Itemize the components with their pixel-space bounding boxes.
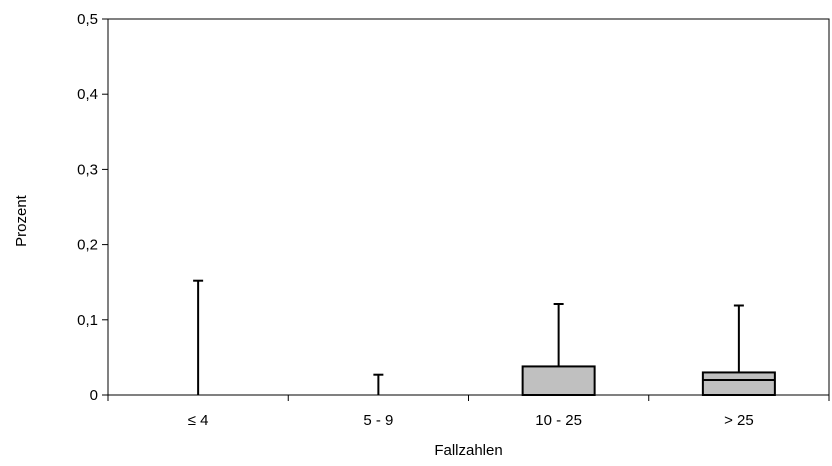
y-axis: 0 0,1 0,2 0,3 0,4 0,5 [77,11,108,404]
box-iqr [701,371,776,397]
box-2 [373,373,384,395]
y-tick-label: 0,2 [77,237,98,254]
box-4 [701,304,776,397]
box-iqr [521,365,596,397]
x-axis: ≤ 4 5 - 9 10 - 25 > 25 [107,395,830,429]
y-tick-label: 0,3 [77,161,98,178]
x-axis-title: Fallzahlen [434,442,502,459]
plot-frame [107,18,830,396]
box-series [193,279,776,397]
box-3 [521,303,596,397]
x-tick-label: 5 - 9 [363,412,393,429]
x-tick-label: ≤ 4 [188,412,209,429]
y-tick-label: 0,5 [77,11,98,28]
y-tick-label: 0 [90,387,98,404]
plot-area-border [107,18,830,396]
x-tick-label: > 25 [724,412,754,429]
y-tick-label: 0,4 [77,86,98,103]
x-tick-label: 10 - 25 [535,412,582,429]
y-tick-label: 0,1 [77,312,98,329]
y-axis-title: Prozent [13,194,30,247]
box-1 [193,279,204,395]
